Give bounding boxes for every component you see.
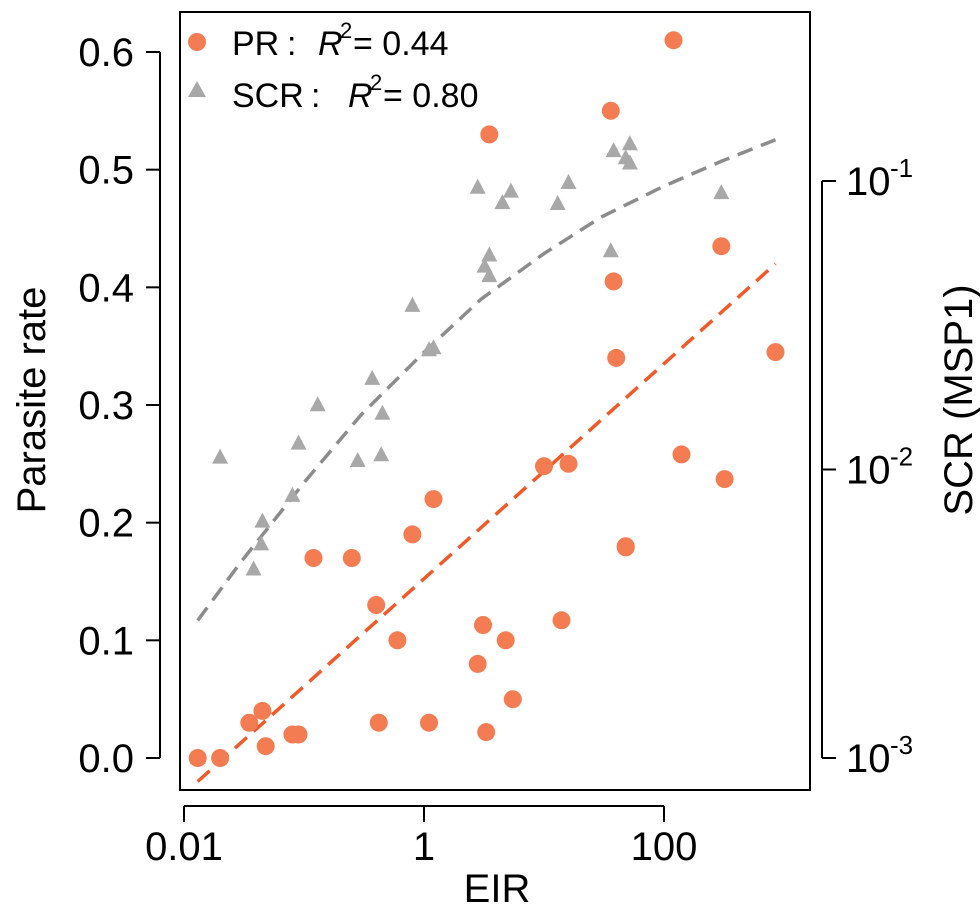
data-point-scr bbox=[309, 396, 326, 412]
plot-frame bbox=[179, 11, 811, 791]
data-point-pr bbox=[240, 713, 259, 732]
data-point-pr bbox=[477, 723, 496, 742]
data-point-pr bbox=[468, 654, 487, 673]
data-point-scr bbox=[560, 174, 577, 189]
data-point-scr bbox=[253, 535, 270, 551]
legend-pr-r2-symbol: R bbox=[318, 25, 343, 63]
data-point-pr bbox=[601, 101, 620, 120]
data-point-pr bbox=[715, 470, 734, 489]
data-point-scr bbox=[245, 560, 262, 576]
legend-scr-r2-symbol: R bbox=[348, 77, 373, 115]
left-y-tick-label: 0.0 bbox=[78, 737, 134, 781]
data-point-pr bbox=[424, 490, 443, 509]
legend-pr-r2-value: = 0.44 bbox=[353, 25, 448, 63]
data-point-pr bbox=[367, 596, 386, 614]
legend-scr-marker bbox=[188, 81, 206, 97]
data-point-scr bbox=[621, 135, 638, 151]
data-point-scr bbox=[549, 195, 566, 210]
left-y-axis-label: Parasite rate bbox=[10, 287, 54, 514]
x-tick-label: 0.01 bbox=[145, 825, 223, 869]
right-y-tick-label: 10 bbox=[846, 160, 891, 204]
data-point-pr bbox=[535, 457, 553, 476]
data-point-scr bbox=[349, 452, 366, 467]
fit-line-scr bbox=[196, 138, 777, 622]
fit-line-pr bbox=[196, 262, 777, 783]
data-point-scr bbox=[469, 178, 486, 194]
data-point-scr bbox=[373, 446, 390, 462]
data-point-pr bbox=[253, 701, 272, 720]
right-y-tick-label: 10 bbox=[846, 737, 891, 781]
data-point-pr bbox=[369, 713, 388, 732]
data-point-scr bbox=[502, 182, 519, 198]
legend-pr-label: PR bbox=[232, 25, 279, 63]
data-point-scr bbox=[254, 512, 271, 528]
data-point-pr bbox=[388, 631, 407, 650]
right-y-tick-exponent: -2 bbox=[890, 442, 913, 472]
legend-scr-colon: : bbox=[311, 77, 320, 115]
x-tick-label: 100 bbox=[631, 825, 698, 869]
data-point-pr bbox=[211, 749, 230, 767]
data-point-scr bbox=[404, 296, 421, 312]
data-point-scr bbox=[364, 369, 381, 385]
data-point-pr bbox=[188, 749, 207, 767]
left-y-tick-label: 0.5 bbox=[78, 149, 134, 193]
data-point-pr bbox=[480, 125, 499, 144]
data-point-scr bbox=[212, 448, 229, 464]
right-y-axis-label: SCR (MSP1) bbox=[937, 284, 980, 515]
left-y-tick-label: 0.2 bbox=[78, 502, 134, 546]
data-point-pr bbox=[420, 713, 438, 732]
data-point-scr bbox=[713, 184, 730, 200]
fit-lines bbox=[196, 138, 777, 783]
data-point-pr bbox=[403, 525, 422, 544]
data-point-pr bbox=[503, 690, 522, 709]
data-point-scr bbox=[481, 267, 498, 283]
data-point-scr bbox=[621, 154, 638, 170]
data-point-pr bbox=[616, 537, 635, 556]
data-point-pr bbox=[559, 454, 578, 473]
legend-pr-r2-exponent: 2 bbox=[340, 18, 352, 43]
data-point-pr bbox=[604, 272, 623, 291]
legend-pr-colon: : bbox=[287, 25, 296, 63]
data-point-scr bbox=[374, 404, 391, 420]
data-point-pr bbox=[672, 445, 691, 464]
left-y-tick-label: 0.4 bbox=[78, 266, 134, 310]
right-y-tick-exponent: -1 bbox=[890, 153, 913, 183]
legend: PR : R 2 = 0.44 SCR : R 2 = 0.80 bbox=[188, 18, 478, 115]
left-y-tick-label: 0.3 bbox=[78, 384, 134, 428]
data-point-scr bbox=[481, 246, 498, 262]
data-point-scr bbox=[605, 142, 622, 158]
data-point-pr bbox=[712, 237, 731, 256]
data-point-pr bbox=[474, 616, 492, 634]
right-y-tick-label: 10 bbox=[846, 449, 891, 493]
legend-scr-label: SCR bbox=[232, 77, 304, 115]
data-point-scr bbox=[494, 194, 511, 210]
legend-scr-r2-value: = 0.80 bbox=[383, 77, 478, 115]
data-point-pr bbox=[607, 348, 626, 367]
data-point-scr bbox=[602, 242, 619, 258]
data-point-pr bbox=[289, 725, 308, 744]
data-point-pr bbox=[664, 31, 683, 50]
data-point-pr bbox=[766, 343, 785, 362]
legend-scr-r2-exponent: 2 bbox=[370, 70, 382, 95]
x-tick-label: 1 bbox=[413, 825, 435, 869]
data-point-scr bbox=[284, 486, 301, 502]
legend-pr-marker bbox=[188, 33, 206, 51]
left-y-tick-label: 0.6 bbox=[78, 31, 134, 75]
data-point-pr bbox=[304, 549, 323, 567]
x-axis-label: EIR bbox=[464, 867, 531, 908]
data-point-pr bbox=[342, 549, 361, 567]
data-point-scr bbox=[425, 339, 442, 355]
data-point-pr bbox=[496, 631, 515, 650]
left-y-tick-label: 0.1 bbox=[78, 619, 134, 663]
data-point-scr bbox=[290, 434, 307, 450]
data-point-pr bbox=[256, 737, 275, 756]
right-y-tick-exponent: -3 bbox=[890, 730, 913, 760]
data-points bbox=[188, 31, 785, 767]
data-point-pr bbox=[552, 611, 571, 630]
